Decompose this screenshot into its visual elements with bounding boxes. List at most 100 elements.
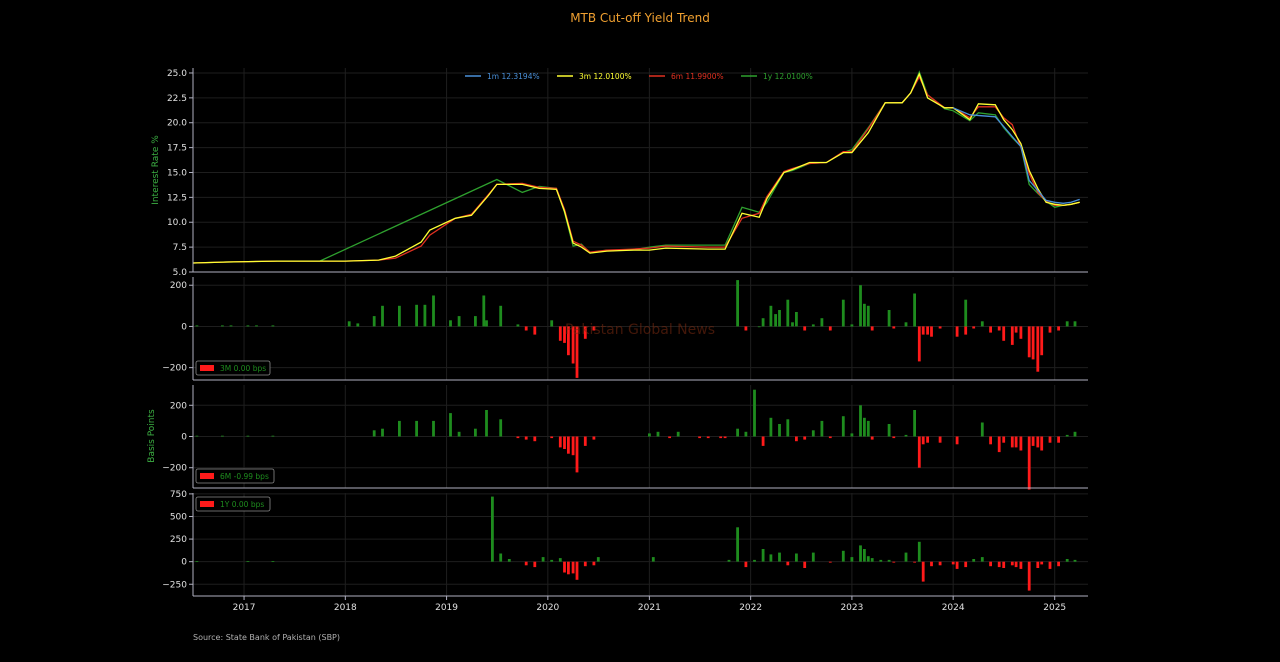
bar (398, 420, 401, 437)
x-tick-label: 2018 (334, 603, 357, 613)
series-line-0 (952, 107, 1080, 204)
legend-swatch (200, 365, 214, 371)
bar (550, 320, 554, 327)
bar (457, 431, 461, 437)
bar (828, 326, 832, 331)
bar (913, 293, 916, 327)
x-tick-label: 2020 (536, 603, 559, 613)
bar (870, 436, 874, 440)
bar (1019, 436, 1023, 451)
bar (541, 557, 545, 562)
bar (1014, 436, 1018, 448)
bar (648, 433, 651, 437)
bar (870, 326, 874, 331)
bar (1036, 436, 1040, 448)
bar (727, 559, 731, 562)
bar (271, 435, 275, 437)
bar (571, 326, 575, 364)
bar (567, 436, 570, 454)
y-tick-label: 500 (170, 512, 187, 522)
y-tick-label: −200 (162, 464, 187, 474)
bar (1073, 431, 1077, 437)
bar (744, 431, 748, 437)
bar (811, 552, 815, 562)
bar (917, 436, 921, 468)
bar (1019, 561, 1023, 569)
y-tick-label: 750 (170, 490, 187, 500)
bar (997, 436, 1001, 453)
bar (1036, 561, 1040, 568)
bar (769, 554, 773, 562)
bar (474, 428, 477, 437)
bar (255, 325, 258, 327)
bar (921, 561, 925, 582)
bar (786, 419, 790, 437)
bar (1027, 561, 1031, 591)
bar (887, 424, 891, 437)
bar (744, 326, 748, 331)
bar (736, 428, 739, 437)
legend-box (195, 468, 275, 484)
bar (706, 436, 710, 439)
y-tick-label: 5.0 (173, 268, 188, 278)
bar (474, 316, 477, 327)
bar (980, 422, 984, 437)
bar (892, 561, 896, 563)
bar (1073, 559, 1077, 562)
bar (866, 305, 870, 327)
y-tick-label: 22.5 (167, 94, 187, 104)
bar (482, 295, 486, 327)
bar (271, 561, 275, 562)
bar (753, 559, 756, 562)
bar (651, 557, 655, 562)
bar (786, 299, 790, 327)
bar (449, 413, 452, 437)
bar (698, 436, 701, 439)
bar (964, 561, 968, 568)
y-tick-label: 200 (170, 401, 187, 411)
bar (778, 310, 781, 327)
bar (913, 561, 916, 563)
bar (769, 417, 773, 437)
bar (887, 559, 891, 562)
bar (221, 435, 224, 437)
bar (656, 431, 660, 437)
bar (778, 424, 781, 437)
bar (575, 561, 579, 580)
bar (997, 326, 1001, 331)
y-tick-label: 20.0 (167, 119, 187, 129)
x-tick-label: 2025 (1043, 603, 1066, 613)
bar (1065, 559, 1069, 562)
bar (372, 430, 376, 437)
bar (381, 305, 384, 327)
legend-swatch (200, 501, 214, 507)
bar (558, 436, 562, 448)
bar (583, 326, 587, 339)
bar (926, 326, 929, 335)
bar (1065, 321, 1069, 327)
source-note: Source: State Bank of Pakistan (SBP) (193, 633, 340, 642)
bar (778, 552, 781, 562)
y-axis-label: Interest Rate % (151, 135, 161, 205)
series-line-2 (192, 75, 1080, 264)
bar (859, 285, 862, 327)
bar (1040, 326, 1044, 356)
bar (761, 436, 765, 446)
bar (575, 326, 579, 378)
y-tick-label: 250 (170, 535, 187, 545)
bar (980, 557, 984, 562)
bar (1057, 436, 1060, 443)
bar (1065, 434, 1069, 437)
bar (246, 561, 250, 562)
legend-swatch (200, 473, 214, 479)
bar (803, 436, 807, 440)
legend-entry: 3M 0.00 bps (220, 364, 266, 373)
bar (863, 303, 866, 327)
bar (795, 436, 798, 442)
bar (221, 325, 224, 327)
bar (769, 305, 773, 327)
bar (1010, 561, 1014, 566)
x-tick-label: 2024 (942, 603, 965, 613)
bar (558, 326, 562, 341)
bar (879, 559, 883, 562)
